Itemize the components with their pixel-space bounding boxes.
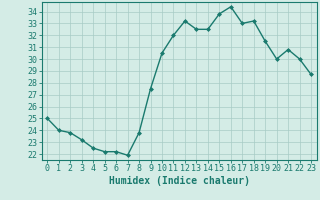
X-axis label: Humidex (Indice chaleur): Humidex (Indice chaleur): [109, 176, 250, 186]
